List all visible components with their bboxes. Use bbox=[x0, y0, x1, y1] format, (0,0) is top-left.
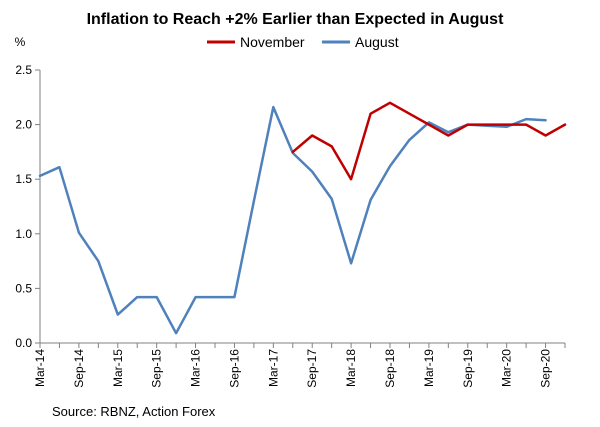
series-november bbox=[291, 101, 567, 181]
y-tick-label: 1.5 bbox=[15, 172, 32, 186]
y-tick-label: 0.0 bbox=[15, 336, 32, 350]
legend-item-august: August bbox=[322, 34, 399, 50]
x-tick-label: Sep-20 bbox=[539, 349, 553, 388]
x-tick-label: Mar-19 bbox=[422, 349, 436, 387]
y-axis-unit-label: % bbox=[15, 35, 26, 49]
y-tick-label: 2.0 bbox=[15, 118, 32, 132]
x-tick-label: Sep-14 bbox=[72, 349, 86, 388]
x-tick-label: Mar-18 bbox=[344, 349, 358, 387]
source-note: Source: RBNZ, Action Forex bbox=[52, 404, 216, 419]
y-tick-label: 1.0 bbox=[15, 227, 32, 241]
legend: November August bbox=[207, 34, 399, 50]
series-line-november bbox=[291, 101, 567, 181]
x-tick-label: Sep-16 bbox=[227, 349, 241, 388]
x-tick-label: Mar-15 bbox=[111, 349, 125, 387]
y-tick-label: 0.5 bbox=[15, 281, 32, 295]
chart-title: Inflation to Reach +2% Earlier than Expe… bbox=[87, 11, 504, 28]
legend-item-november: November bbox=[207, 34, 305, 50]
x-tick-label: Mar-14 bbox=[33, 349, 47, 387]
x-tick-label: Mar-17 bbox=[266, 349, 280, 387]
legend-label-november: November bbox=[240, 34, 305, 50]
legend-label-august: August bbox=[355, 34, 399, 50]
x-tick-label: Mar-20 bbox=[500, 349, 514, 387]
x-tick-label: Sep-17 bbox=[305, 349, 319, 388]
x-tick-label: Mar-16 bbox=[189, 349, 203, 387]
y-tick-label: 2.5 bbox=[15, 63, 32, 77]
x-tick-label: Sep-18 bbox=[383, 349, 397, 388]
x-tick-label: Sep-15 bbox=[150, 349, 164, 388]
axes: 0.0 0.5 1.0 1.5 2.0 2.5 Mar-14 Sep-14 Mar-15 Sep-… bbox=[15, 63, 566, 388]
series-line-august bbox=[38, 105, 547, 335]
series-august bbox=[38, 105, 547, 335]
series-layer bbox=[38, 101, 567, 335]
x-tick-label: Sep-19 bbox=[461, 349, 475, 388]
